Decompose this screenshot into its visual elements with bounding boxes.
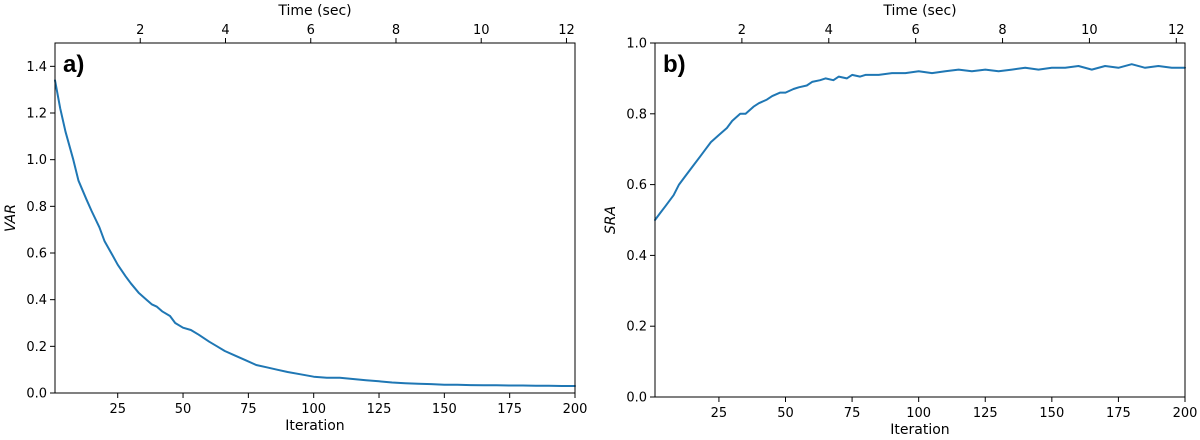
top-tick-label: 4 bbox=[221, 23, 229, 38]
top-tick-label: 10 bbox=[1081, 23, 1098, 38]
top-tick-label: 12 bbox=[558, 23, 575, 38]
y-tick-label: 0.4 bbox=[26, 293, 47, 308]
x-tick-label: 100 bbox=[301, 402, 326, 417]
panel-b: 25 50 75 100 125 150 175 200 2 4 6 8 10 12 0.0 0.2 0.4 0.… bbox=[603, 3, 1197, 438]
x-axis-label: Iteration bbox=[890, 422, 949, 438]
top-tick-label: 8 bbox=[998, 23, 1006, 38]
y-tick-label: 0.8 bbox=[626, 107, 647, 122]
y-tick-label: 0.2 bbox=[626, 320, 647, 335]
top-tick-label: 6 bbox=[307, 23, 315, 38]
x-axis-label: Iteration bbox=[285, 418, 344, 434]
x-tick-label: 25 bbox=[711, 406, 728, 421]
x-tick-label: 200 bbox=[563, 402, 588, 417]
y-axis-label: SRA bbox=[603, 206, 619, 234]
top-axis-label: Time (sec) bbox=[277, 3, 351, 19]
top-tick-label: 10 bbox=[473, 23, 490, 38]
y-tick-label: 0.6 bbox=[626, 178, 647, 193]
panel-a: 25 50 75 100 125 150 175 200 2 4 6 8 10 12 0.0 0.2 0.4 0.… bbox=[3, 3, 587, 434]
series-line bbox=[654, 63, 1186, 221]
top-tick-label: 12 bbox=[1168, 23, 1185, 38]
top-tick-label: 8 bbox=[392, 23, 400, 38]
top-tick-label: 4 bbox=[825, 23, 833, 38]
y-tick-label: 1.0 bbox=[26, 153, 47, 168]
y-tick-label: 0.2 bbox=[26, 340, 47, 355]
x-tick-label: 125 bbox=[367, 402, 392, 417]
x-tick-label: 200 bbox=[1173, 406, 1198, 421]
x-tick-label: 50 bbox=[777, 406, 794, 421]
y-tick-label: 0.6 bbox=[26, 247, 47, 262]
panel-letter: a) bbox=[63, 51, 84, 78]
panel-letter: b) bbox=[663, 51, 686, 78]
x-tick-label: 25 bbox=[109, 402, 126, 417]
y-tick-label: 1.4 bbox=[26, 60, 47, 75]
x-tick-label: 150 bbox=[432, 402, 457, 417]
y-tick-label: 0.0 bbox=[26, 387, 47, 402]
plot-frame bbox=[654, 42, 1186, 398]
top-axis-label: Time (sec) bbox=[882, 3, 956, 19]
top-tick-label: 2 bbox=[136, 23, 144, 38]
y-tick-label: 0.8 bbox=[26, 200, 47, 215]
y-tick-label: 0.4 bbox=[626, 249, 647, 264]
x-tick-label: 50 bbox=[175, 402, 192, 417]
y-axis-label: VAR bbox=[3, 204, 19, 232]
top-tick-label: 2 bbox=[738, 23, 746, 38]
x-tick-label: 150 bbox=[1039, 406, 1064, 421]
plot-frame bbox=[54, 42, 576, 394]
top-tick-label: 6 bbox=[912, 23, 920, 38]
y-tick-label: 0.0 bbox=[626, 391, 647, 406]
x-tick-label: 125 bbox=[973, 406, 998, 421]
x-tick-label: 75 bbox=[240, 402, 257, 417]
x-tick-label: 100 bbox=[906, 406, 931, 421]
y-tick-label: 1.0 bbox=[626, 37, 647, 52]
x-tick-label: 175 bbox=[497, 402, 522, 417]
series-line bbox=[54, 79, 576, 387]
x-tick-label: 75 bbox=[844, 406, 861, 421]
y-tick-label: 1.2 bbox=[26, 107, 47, 122]
x-tick-label: 175 bbox=[1106, 406, 1131, 421]
